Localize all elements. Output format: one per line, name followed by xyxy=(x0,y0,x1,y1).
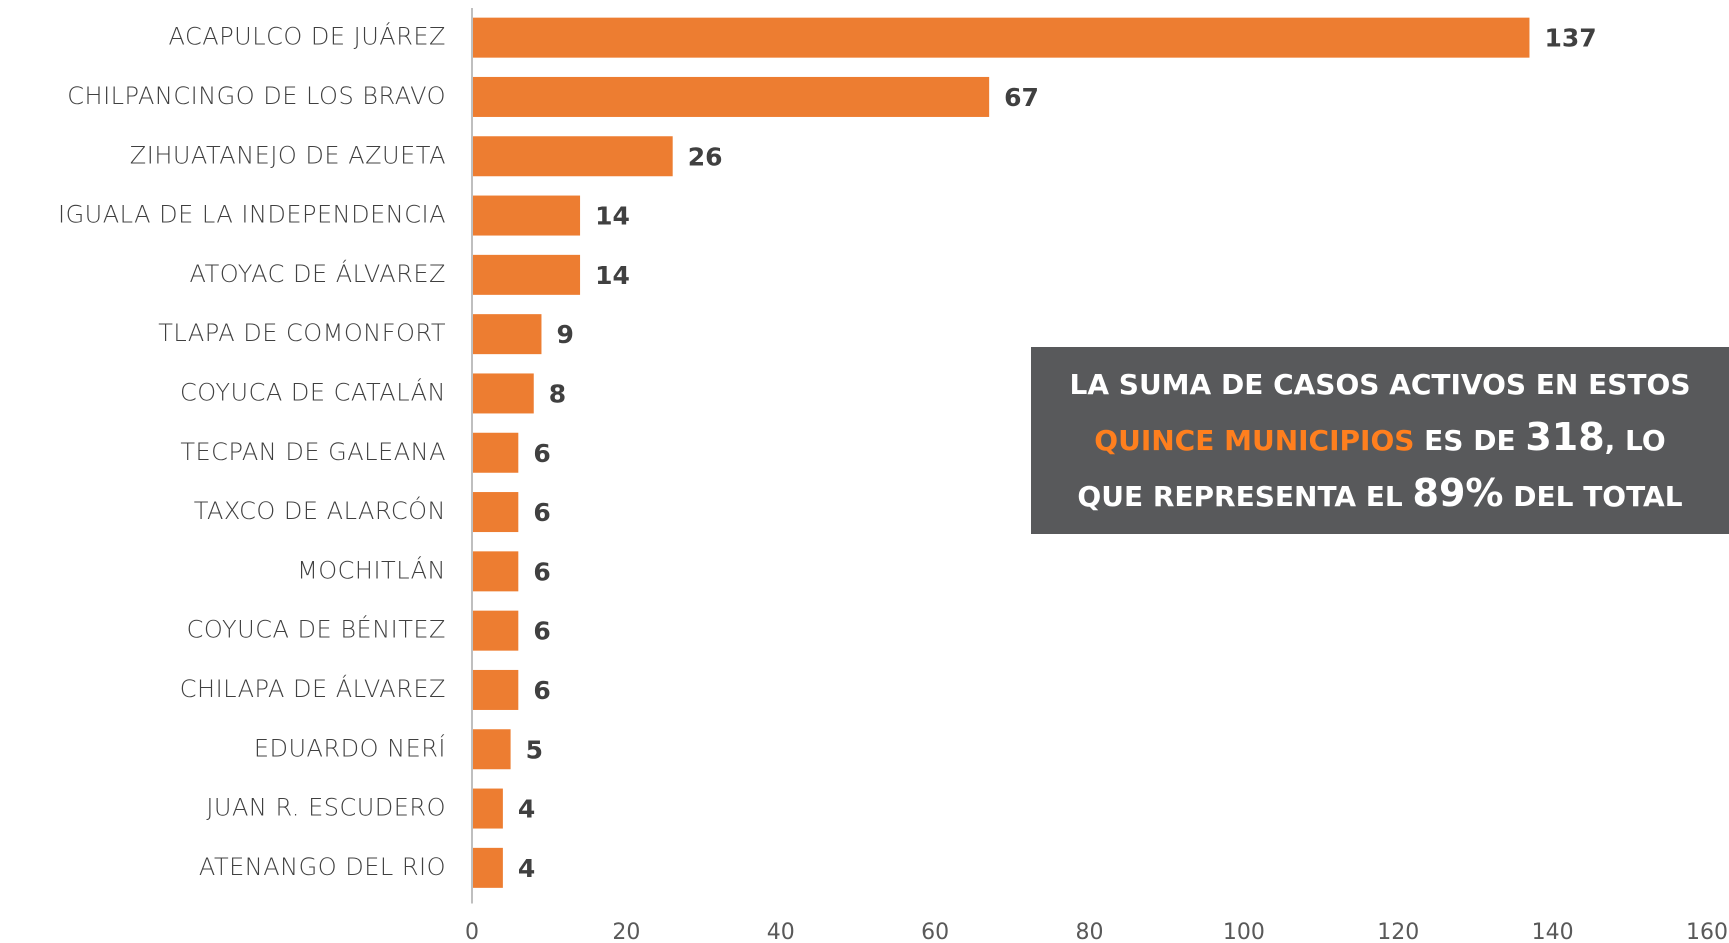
value-label: 4 xyxy=(518,854,535,883)
x-tick-label: 140 xyxy=(1532,920,1574,943)
bar xyxy=(472,17,1530,58)
bar xyxy=(472,254,581,295)
bar xyxy=(472,669,519,710)
value-label: 6 xyxy=(533,498,550,527)
x-tick-label: 80 xyxy=(1076,920,1104,943)
category-label: EDUARDO NERÍ xyxy=(254,733,446,762)
bar xyxy=(472,195,581,236)
category-label: ATENANGO DEL RIO xyxy=(199,853,446,881)
annotation-text: DEL TOTAL xyxy=(1513,479,1683,513)
value-label: 14 xyxy=(595,261,630,290)
annotation-total: 318 xyxy=(1525,414,1605,459)
value-label: 5 xyxy=(526,735,543,764)
value-label: 26 xyxy=(688,142,723,171)
bar xyxy=(472,76,990,117)
x-tick-label: 60 xyxy=(921,920,949,943)
category-label: ZIHUATANEJO DE AZUETA xyxy=(130,141,446,169)
annotation-line: LA SUMA DE CASOS ACTIVOS EN ESTOS xyxy=(1031,359,1729,411)
x-tick-label: 120 xyxy=(1377,920,1419,943)
category-label: TAXCO DE ALARCÓN xyxy=(194,495,446,525)
category-label: ACAPULCO DE JUÁREZ xyxy=(169,22,446,51)
category-label: MOCHITLÁN xyxy=(297,555,446,584)
annotation-text: ES DE xyxy=(1424,423,1516,457)
value-label: 6 xyxy=(533,676,550,705)
category-label: JUAN R. ESCUDERO xyxy=(206,794,446,822)
bar xyxy=(472,432,519,473)
x-tick-label: 100 xyxy=(1223,920,1265,943)
annotation-line: QUE REPRESENTA EL 89% DEL TOTAL xyxy=(1031,467,1729,523)
category-label: TLAPA DE COMONFORT xyxy=(158,319,446,347)
value-label: 9 xyxy=(556,320,573,349)
category-label: CHILPANCINGO DE LOS BRAVO xyxy=(67,82,446,110)
category-label: CHILAPA DE ÁLVAREZ xyxy=(180,674,446,703)
value-label: 6 xyxy=(533,439,550,468)
bar xyxy=(472,788,503,829)
value-label: 67 xyxy=(1004,83,1039,112)
x-tick-label: 0 xyxy=(465,920,479,943)
value-label: 14 xyxy=(595,202,630,231)
bar xyxy=(472,610,519,651)
x-tick-label: 160 xyxy=(1686,920,1728,943)
category-label: COYUCA DE CATALÁN xyxy=(180,377,446,406)
category-label: TECPAN DE GALEANA xyxy=(180,438,446,466)
bar xyxy=(472,551,519,592)
x-tick-label: 40 xyxy=(767,920,795,943)
value-label: 6 xyxy=(533,617,550,646)
annotation-text: , LO xyxy=(1604,423,1666,457)
value-label: 6 xyxy=(533,557,550,586)
annotation-percent: 89% xyxy=(1412,470,1504,515)
bar xyxy=(472,729,511,770)
category-label: COYUCA DE BÉNITEZ xyxy=(187,615,446,644)
bar xyxy=(472,373,534,414)
bar xyxy=(472,492,519,533)
value-label: 4 xyxy=(518,795,535,824)
annotation-highlight: QUINCE MUNICIPIOS xyxy=(1094,423,1415,457)
category-label: IGUALA DE LA INDEPENDENCIA xyxy=(58,201,446,229)
value-label: 137 xyxy=(1544,24,1596,53)
bar xyxy=(472,847,503,888)
annotation-box: LA SUMA DE CASOS ACTIVOS EN ESTOS QUINCE… xyxy=(1031,347,1729,534)
annotation-text: QUE REPRESENTA EL xyxy=(1077,479,1403,513)
annotation-text: LA SUMA DE CASOS ACTIVOS EN ESTOS xyxy=(1069,367,1691,401)
x-tick-label: 20 xyxy=(612,920,640,943)
bar xyxy=(472,136,673,177)
category-label: ATOYAC DE ÁLVAREZ xyxy=(190,259,446,288)
bar xyxy=(472,314,542,355)
annotation-line: QUINCE MUNICIPIOS ES DE 318, LO xyxy=(1031,411,1729,467)
value-label: 8 xyxy=(549,379,566,408)
